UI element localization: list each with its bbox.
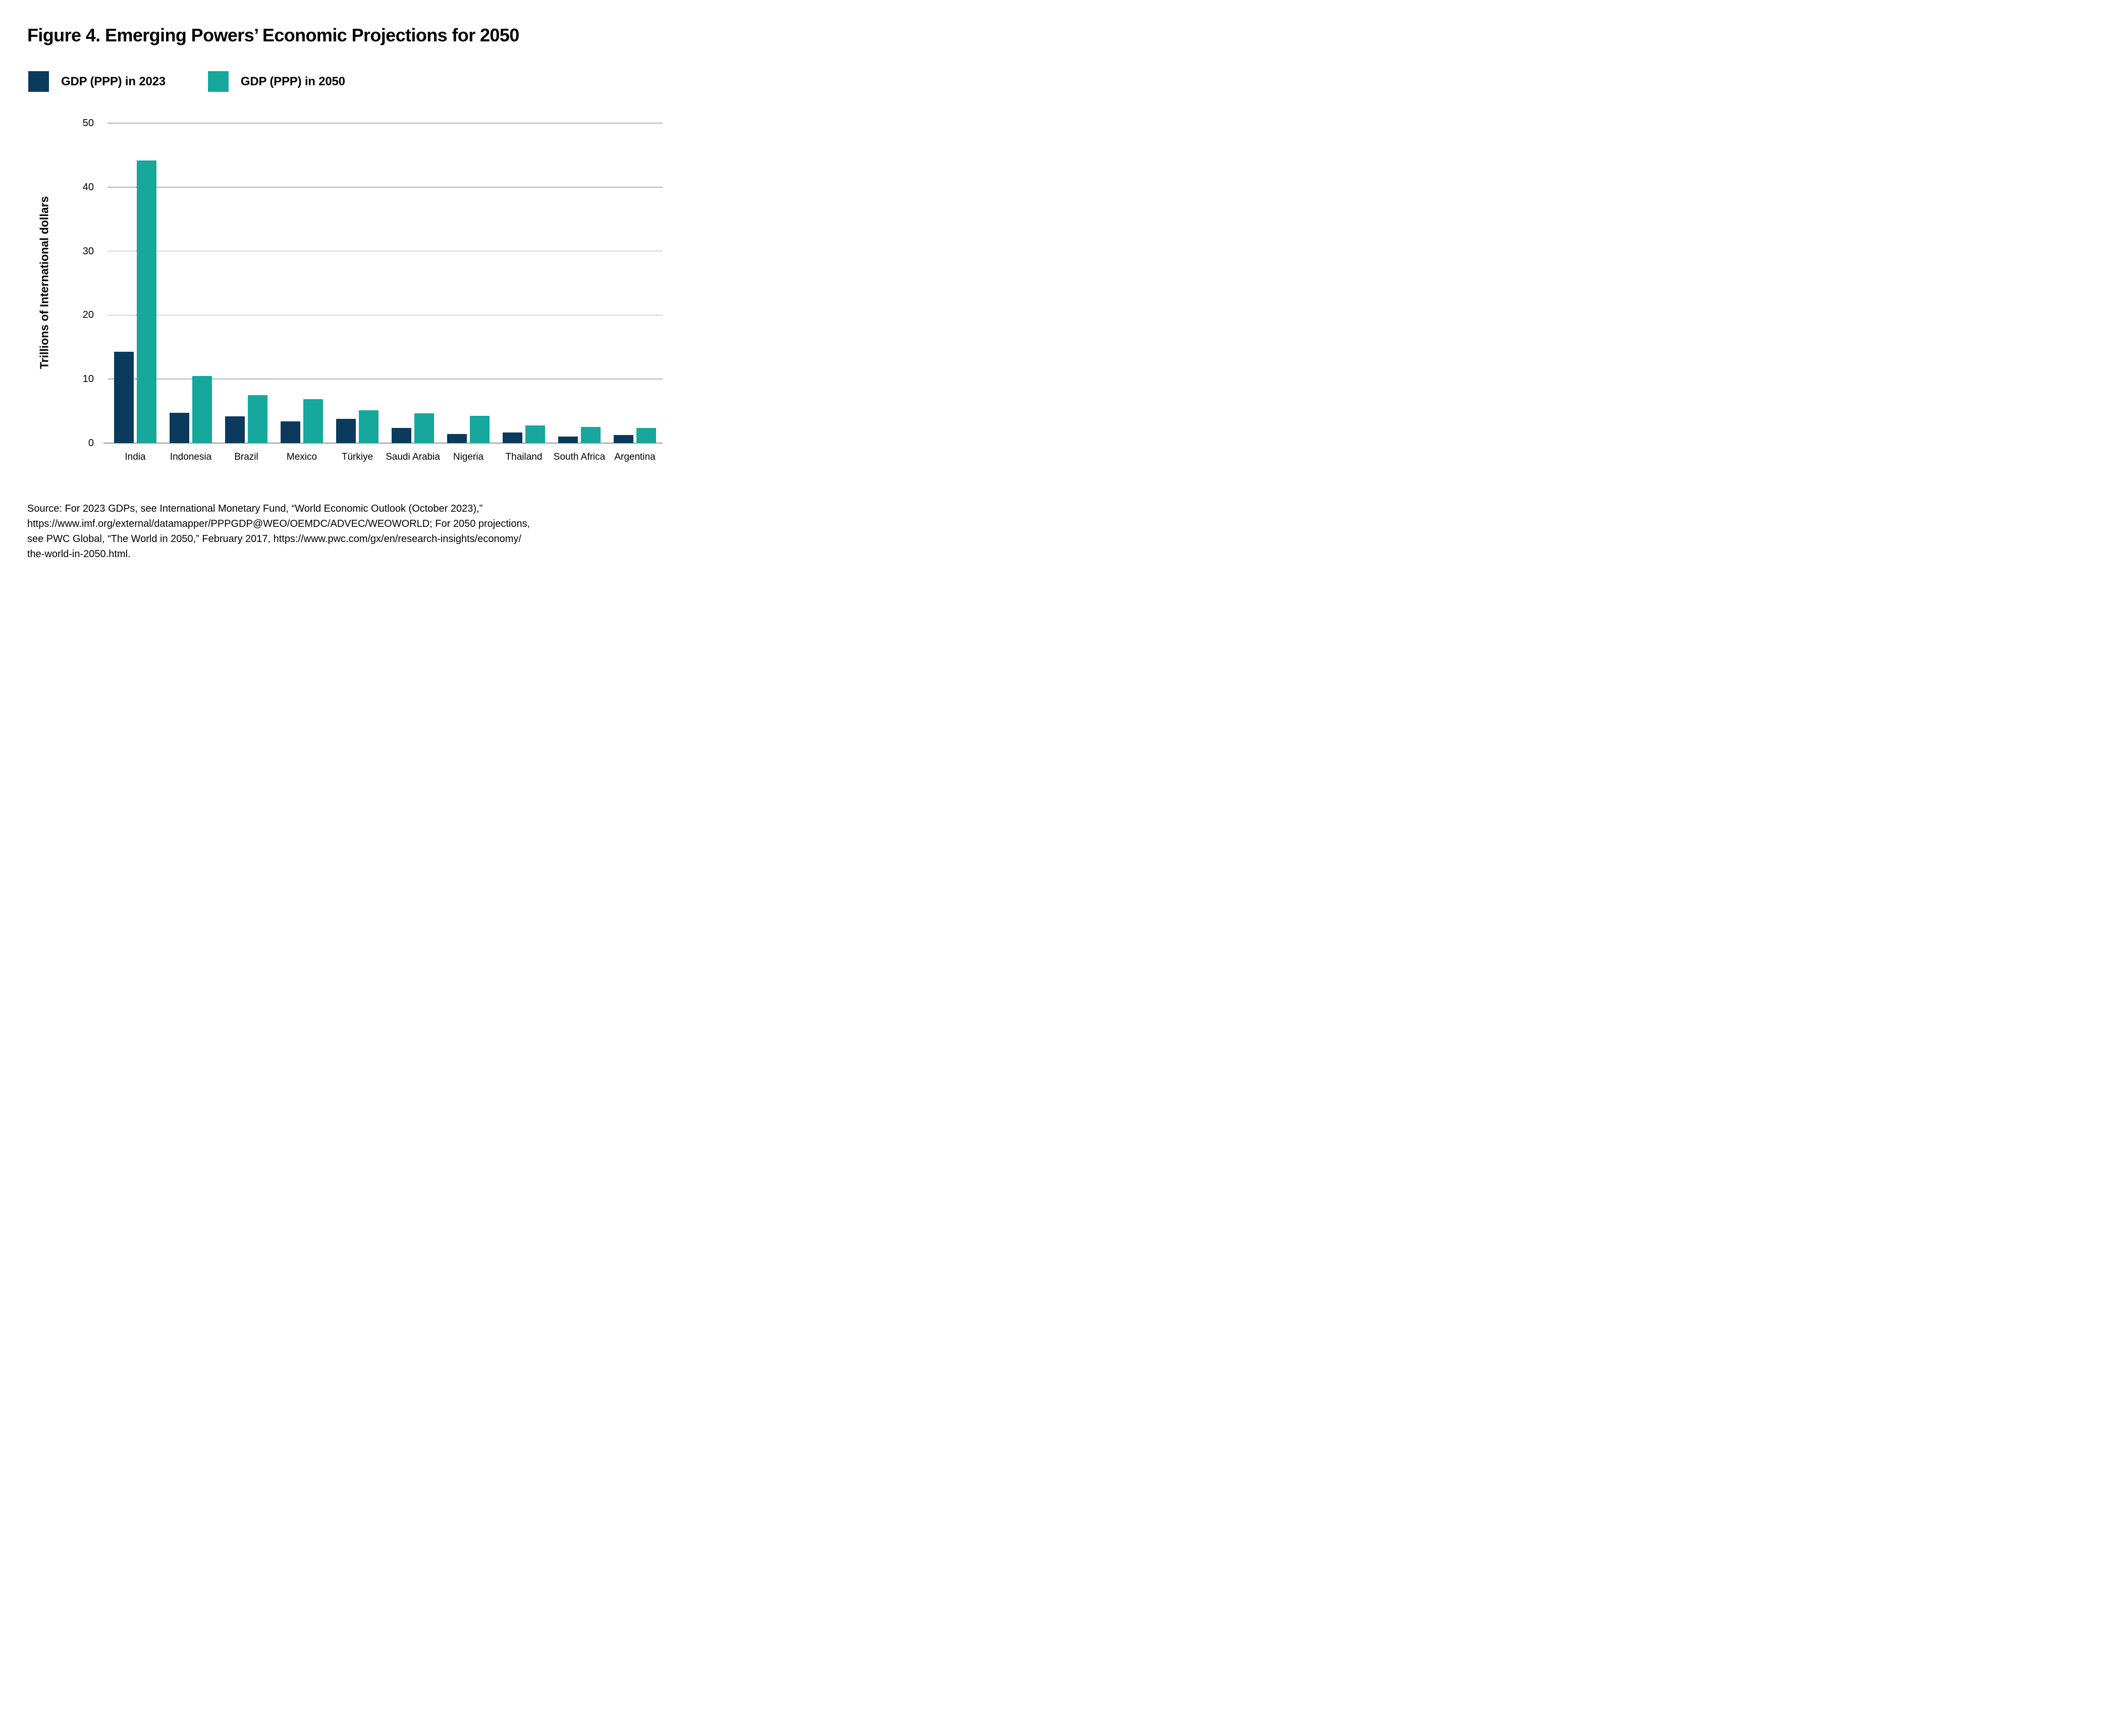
- y-axis-title: Trillions of International dollars: [37, 196, 51, 369]
- y-tick-label-0: 0: [88, 438, 94, 449]
- source-line-4: the-world-in-2050.html.: [27, 549, 131, 560]
- x-axis-line: [103, 442, 663, 444]
- bar-south-africa-2023: [558, 437, 578, 443]
- legend-item-2023: GDP (PPP) in 2023: [28, 71, 166, 92]
- gridline-10: [107, 378, 663, 379]
- plot-area: India Indonesia Brazil Mexico Türkiye Saudi A…: [103, 123, 663, 462]
- source-line-1: Source: For 2023 GDPs, see International…: [27, 503, 483, 514]
- bar-nigeria-2050: [470, 415, 490, 443]
- legend-swatch: [28, 71, 49, 92]
- y-tick-label-40: 40: [82, 181, 94, 193]
- y-tick-label-20: 20: [82, 309, 94, 321]
- bar-brazil-2023: [225, 416, 245, 443]
- legend-label: GDP (PPP) in 2050: [240, 74, 345, 88]
- y-tick-label-10: 10: [82, 373, 94, 385]
- source-line-2: https://www.imf.org/external/datamapper/…: [27, 518, 530, 529]
- bar-mexico-2050: [303, 399, 323, 443]
- gridline-50: [107, 123, 663, 124]
- bar-group-thailand: Thailand: [496, 123, 552, 462]
- bar-indonesia-2023: [170, 413, 189, 443]
- x-axis-label-south-africa: South Africa: [553, 452, 606, 462]
- bar-group-indonesia: Indonesia: [163, 123, 219, 462]
- x-axis-label-nigeria: Nigeria: [453, 452, 484, 462]
- source-line-3: see PWC Global, “The World in 2050,” Feb…: [27, 533, 521, 545]
- x-axis-label-saudi-arabia: Saudi Arabia: [386, 452, 440, 462]
- source-note: Source: For 2023 GDPs, see International…: [27, 501, 530, 562]
- bar-groups: India Indonesia Brazil Mexico Türkiye Saudi A…: [107, 123, 663, 462]
- bar-group-nigeria: Nigeria: [441, 123, 496, 462]
- x-axis-label-brazil: Brazil: [234, 452, 258, 462]
- figure-canvas: Figure 4. Emerging Powers’ Economic Proj…: [0, 0, 701, 579]
- bar-group-türkiye: Türkiye: [330, 123, 385, 462]
- bar-group-india: India: [107, 123, 163, 462]
- bar-nigeria-2023: [447, 433, 467, 443]
- bar-thailand-2050: [525, 425, 545, 443]
- x-axis-label-mexico: Mexico: [286, 452, 317, 462]
- legend-swatch: [207, 71, 229, 92]
- bar-india-2050: [137, 160, 156, 443]
- bar-south-africa-2050: [581, 426, 601, 443]
- bar-türkiye-2023: [336, 418, 356, 443]
- bar-group-brazil: Brazil: [219, 123, 274, 462]
- x-axis-label-indonesia: Indonesia: [170, 452, 212, 462]
- y-tick-label-30: 30: [82, 245, 94, 257]
- bar-mexico-2023: [281, 421, 300, 443]
- bar-india-2023: [114, 352, 134, 443]
- x-axis-label-thailand: Thailand: [505, 452, 543, 462]
- legend-item-2050: GDP (PPP) in 2050: [207, 71, 345, 92]
- bar-group-south-africa: South Africa: [552, 123, 607, 462]
- gridline-40: [107, 187, 663, 188]
- bar-group-saudi-arabia: Saudi Arabia: [385, 123, 441, 462]
- gridline-30: [107, 250, 663, 252]
- bar-group-argentina: Argentina: [607, 123, 663, 462]
- bar-saudi-arabia-2050: [414, 413, 434, 443]
- bar-group-mexico: Mexico: [274, 123, 330, 462]
- chart-title: Figure 4. Emerging Powers’ Economic Proj…: [27, 25, 519, 45]
- legend: GDP (PPP) in 2023 GDP (PPP) in 2050: [28, 71, 345, 92]
- bar-argentina-2050: [636, 428, 656, 443]
- x-axis-label-india: India: [125, 452, 146, 462]
- bar-türkiye-2050: [359, 410, 379, 443]
- y-tick-label-50: 50: [82, 118, 94, 129]
- x-axis-label-argentina: Argentina: [614, 452, 656, 462]
- bar-brazil-2050: [248, 395, 267, 443]
- bar-indonesia-2050: [192, 375, 212, 443]
- bar-saudi-arabia-2023: [392, 428, 411, 443]
- legend-label: GDP (PPP) in 2023: [61, 74, 166, 88]
- bar-argentina-2023: [614, 435, 633, 443]
- bar-thailand-2023: [503, 432, 522, 443]
- gridline-20: [107, 314, 663, 316]
- bar-chart: Trillions of International dollars 0 10 20…: [0, 0, 701, 579]
- x-axis-label-türkiye: Türkiye: [341, 452, 373, 462]
